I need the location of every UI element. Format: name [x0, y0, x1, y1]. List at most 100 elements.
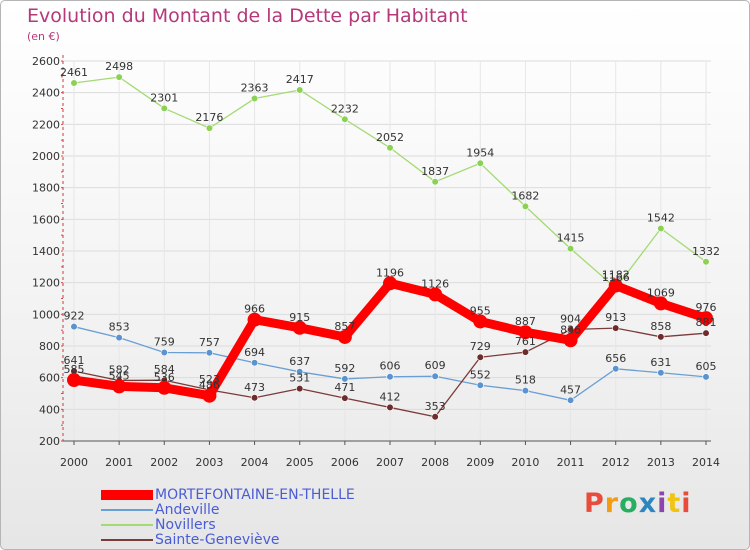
data-label-0: 1126 — [421, 277, 449, 290]
x-tick-label: 2000 — [60, 456, 88, 469]
data-label-0: 955 — [470, 304, 491, 317]
legend-swatch-mortefontaine — [101, 490, 153, 500]
data-point-2 — [70, 79, 78, 87]
data-label-3: 582 — [109, 364, 130, 377]
legend-label-sainte-genevieve: Sainte-Geneviève — [155, 532, 280, 548]
logo-letter: t — [667, 488, 682, 519]
data-point-1 — [250, 359, 259, 367]
data-point-0 — [337, 329, 352, 344]
x-tick-label: 2004 — [241, 456, 269, 469]
data-label-0: 857 — [334, 320, 355, 333]
data-point-2 — [296, 86, 304, 94]
data-point-2 — [205, 124, 214, 132]
data-label-2: 1682 — [511, 189, 539, 202]
data-label-3: 913 — [605, 311, 626, 324]
data-point-3 — [702, 329, 710, 337]
data-label-0: 976 — [696, 301, 717, 314]
data-label-1: 694 — [244, 346, 265, 359]
data-label-3: 471 — [334, 381, 355, 394]
data-label-1: 592 — [334, 362, 355, 375]
data-label-3: 584 — [154, 363, 175, 376]
y-tick-label: 2200 — [32, 118, 60, 131]
data-point-2 — [160, 104, 168, 112]
data-label-2: 2052 — [376, 131, 404, 144]
data-point-0 — [383, 276, 397, 291]
data-point-1 — [521, 387, 530, 395]
data-label-2: 2176 — [195, 111, 223, 124]
data-point-0 — [202, 388, 217, 403]
data-point-0 — [699, 311, 713, 326]
data-point-2 — [431, 178, 439, 186]
data-label-3: 353 — [425, 400, 446, 413]
data-label-0: 1182 — [602, 269, 630, 282]
x-tick-label: 2014 — [692, 456, 720, 469]
data-label-2: 1954 — [466, 146, 494, 159]
y-tick-label: 200 — [39, 435, 60, 448]
data-label-1: 605 — [696, 360, 717, 373]
data-point-3 — [657, 333, 665, 341]
legend-label-mortefontaine: MORTEFONTAINE-EN-THELLE — [155, 487, 355, 503]
data-point-2 — [566, 245, 575, 253]
data-label-3: 531 — [289, 372, 310, 385]
x-tick-label: 2005 — [286, 456, 314, 469]
data-label-2: 1415 — [557, 232, 585, 245]
data-point-1 — [702, 373, 710, 381]
x-tick-label: 2012 — [602, 456, 630, 469]
data-point-0 — [292, 320, 307, 335]
data-label-0: 536 — [154, 371, 175, 384]
data-label-1: 552 — [470, 368, 491, 381]
data-point-0 — [473, 314, 488, 329]
data-label-3: 858 — [650, 320, 671, 333]
data-label-3: 729 — [470, 340, 491, 353]
x-tick-label: 2006 — [331, 456, 359, 469]
data-point-3 — [250, 394, 259, 402]
data-label-2: 1542 — [647, 212, 675, 225]
data-label-2: 1332 — [692, 245, 720, 258]
data-point-0 — [563, 333, 578, 348]
data-label-2: 1166 — [602, 271, 630, 284]
data-point-1 — [612, 365, 620, 373]
x-tick-label: 2009 — [466, 456, 494, 469]
data-point-2 — [521, 202, 530, 210]
data-label-0: 836 — [560, 323, 581, 336]
data-label-1: 759 — [154, 335, 175, 348]
data-point-3 — [521, 348, 530, 356]
data-label-1: 637 — [289, 355, 310, 368]
data-label-3: 641 — [64, 354, 85, 367]
data-point-1 — [476, 381, 484, 389]
data-point-1 — [296, 368, 304, 376]
data-label-1: 757 — [199, 336, 220, 349]
data-point-2 — [115, 73, 123, 81]
data-point-1 — [431, 372, 439, 380]
data-point-0 — [518, 325, 533, 340]
data-label-1: 606 — [380, 360, 401, 373]
data-label-0: 915 — [289, 311, 310, 324]
y-tick-label: 2000 — [32, 150, 60, 163]
data-label-2: 2301 — [150, 91, 178, 104]
data-point-0 — [157, 380, 172, 395]
data-point-1 — [160, 348, 168, 357]
logo-letter: i — [657, 488, 668, 519]
data-point-3 — [296, 384, 304, 393]
x-tick-label: 2001 — [105, 456, 133, 469]
data-point-3 — [386, 403, 394, 412]
x-tick-label: 2013 — [647, 456, 675, 469]
data-label-3: 473 — [244, 381, 265, 394]
y-tick-label: 800 — [39, 340, 60, 353]
y-tick-label: 1800 — [32, 182, 60, 195]
data-label-0: 1196 — [376, 266, 404, 279]
logo-letter: P — [584, 488, 605, 519]
legend-label-novillers: Novillers — [155, 517, 216, 533]
legend-swatch-andeville — [101, 509, 153, 511]
data-point-2 — [702, 258, 710, 266]
x-tick-label: 2002 — [150, 456, 178, 469]
data-point-3 — [431, 413, 439, 421]
data-label-0: 486 — [199, 379, 220, 392]
x-tick-label: 2007 — [376, 456, 404, 469]
data-point-0 — [112, 379, 127, 394]
data-point-1 — [115, 334, 123, 342]
data-point-0 — [653, 296, 668, 311]
legend-swatch-sainte-genevieve — [101, 539, 153, 541]
